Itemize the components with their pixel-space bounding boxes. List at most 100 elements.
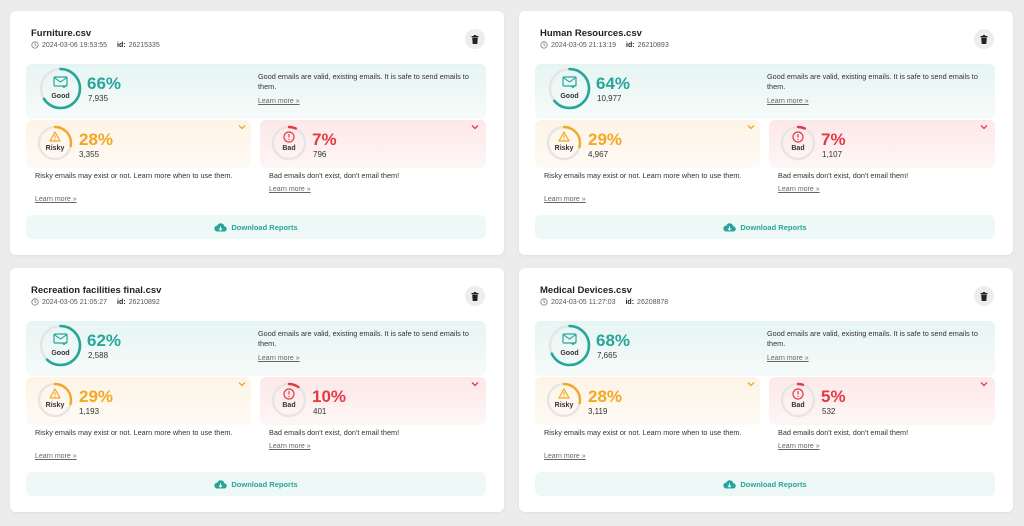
download-reports-button[interactable]: Download Reports	[26, 215, 486, 239]
warning-triangle-icon	[558, 388, 570, 399]
good-label: Good	[560, 93, 579, 100]
chevron-down-icon[interactable]	[747, 381, 755, 387]
risky-label: Risky	[45, 145, 65, 152]
risky-progress-arc	[546, 125, 582, 161]
risky-learn-more-link[interactable]: Learn more »	[544, 453, 586, 460]
report-meta: 2024-03-06 19:53:55 id: 26215335	[31, 41, 160, 49]
chevron-down-icon[interactable]	[471, 124, 479, 130]
risky-section: Risky 28% 3,355	[26, 120, 251, 168]
bad-count: 796	[313, 150, 327, 159]
download-reports-button[interactable]: Download Reports	[535, 472, 995, 496]
risky-section: Risky 29% 1,193	[26, 377, 251, 425]
good-label: Good	[51, 350, 70, 357]
report-id: 26210892	[128, 298, 160, 306]
clock-icon	[31, 298, 39, 306]
download-reports-button[interactable]: Download Reports	[535, 215, 995, 239]
bad-description: Bad emails don't exist, don't email them…	[778, 171, 909, 180]
risky-learn-more-link[interactable]: Learn more »	[35, 196, 77, 203]
chevron-down-icon[interactable]	[980, 381, 988, 387]
risky-gauge: Risky	[37, 382, 73, 418]
report-date: 2024-03-05 21:13:19	[551, 41, 616, 49]
good-gauge: Good	[548, 324, 591, 367]
risky-percent: 28%	[588, 387, 623, 406]
chevron-down-icon[interactable]	[747, 124, 755, 130]
risky-gauge: Risky	[37, 125, 73, 161]
bad-label: Bad	[791, 402, 805, 409]
good-percent: 62%	[87, 331, 122, 350]
good-section: Good 64% 10,977 Good emails are valid, e…	[535, 64, 995, 119]
mail-check-icon	[53, 333, 68, 345]
good-percent: 68%	[596, 331, 631, 350]
bad-progress-arc	[780, 125, 816, 161]
report-card: Human Resources.csv 2024-03-05 21:13:19 …	[519, 11, 1013, 255]
report-date: 2024-03-05 21:05:27	[42, 298, 107, 306]
delete-report-button[interactable]	[974, 29, 994, 49]
good-section: Good 62% 2,588 Good emails are valid, ex…	[26, 321, 486, 376]
bad-section: Bad 5% 532	[769, 377, 995, 425]
bad-percent: 7%	[821, 130, 846, 149]
bad-description: Bad emails don't exist, don't email them…	[778, 428, 909, 437]
bad-learn-more-link[interactable]: Learn more »	[778, 443, 820, 450]
good-learn-more-link[interactable]: Learn more »	[258, 98, 300, 105]
warning-triangle-icon	[49, 131, 61, 142]
report-id-label: id:	[626, 41, 635, 49]
bad-learn-more-link[interactable]: Learn more »	[269, 186, 311, 193]
risky-count: 3,119	[588, 407, 608, 416]
delete-report-button[interactable]	[465, 286, 485, 306]
download-reports-label: Download Reports	[740, 479, 807, 489]
bad-section: Bad 10% 401	[260, 377, 486, 425]
chevron-down-icon[interactable]	[471, 381, 479, 387]
risky-percent: 29%	[79, 387, 114, 406]
good-percent: 66%	[87, 74, 122, 93]
good-section: Good 68% 7,665 Good emails are valid, ex…	[535, 321, 995, 376]
report-id-label: id:	[625, 298, 635, 306]
bad-label: Bad	[791, 145, 805, 152]
chevron-down-icon[interactable]	[238, 381, 246, 387]
risky-learn-more-link[interactable]: Learn more »	[35, 453, 77, 460]
good-gauge: Good	[39, 324, 82, 367]
good-progress-arc	[548, 67, 591, 110]
report-card: Furniture.csv 2024-03-06 19:53:55 id: 26…	[10, 11, 504, 255]
report-title: Recreation facilities final.csv	[31, 285, 162, 296]
download-reports-label: Download Reports	[740, 222, 807, 232]
bad-description: Bad emails don't exist, don't email them…	[269, 171, 400, 180]
download-reports-button[interactable]: Download Reports	[26, 472, 486, 496]
warning-triangle-icon	[49, 388, 61, 399]
delete-report-button[interactable]	[465, 29, 485, 49]
cloud-download-icon	[723, 479, 737, 489]
risky-count: 4,967	[588, 150, 609, 159]
good-learn-more-link[interactable]: Learn more »	[767, 98, 809, 105]
bad-learn-more-link[interactable]: Learn more »	[778, 186, 820, 193]
good-description: Good emails are valid, existing emails. …	[258, 72, 469, 91]
report-title: Medical Devices.csv	[540, 285, 632, 296]
bad-learn-more-link[interactable]: Learn more »	[269, 443, 311, 450]
trash-icon	[980, 291, 988, 301]
bad-percent: 5%	[821, 387, 846, 406]
good-section: Good 66% 7,935 Good emails are valid, ex…	[26, 64, 486, 119]
good-label: Good	[51, 93, 70, 100]
alert-circle-icon	[792, 131, 804, 143]
report-id: 26215335	[128, 41, 160, 49]
chevron-down-icon[interactable]	[238, 124, 246, 130]
bad-progress-arc	[780, 382, 816, 418]
good-label: Good	[560, 350, 579, 357]
good-learn-more-link[interactable]: Learn more »	[767, 355, 809, 362]
good-learn-more-link[interactable]: Learn more »	[258, 355, 300, 362]
good-description: Good emails are valid, existing emails. …	[767, 72, 978, 91]
download-reports-label: Download Reports	[231, 479, 298, 489]
delete-report-button[interactable]	[974, 286, 994, 306]
bad-count: 532	[822, 407, 836, 416]
download-reports-label: Download Reports	[231, 222, 298, 232]
alert-circle-icon	[792, 388, 804, 400]
good-gauge: Good	[39, 67, 82, 110]
bad-percent: 7%	[312, 130, 337, 149]
good-description: Good emails are valid, existing emails. …	[767, 329, 978, 348]
alert-circle-icon	[283, 131, 295, 143]
risky-learn-more-link[interactable]: Learn more »	[544, 196, 586, 203]
report-meta: 2024-03-05 11:27:03 id: 26208878	[540, 298, 668, 306]
bad-progress-arc	[271, 382, 307, 418]
chevron-down-icon[interactable]	[980, 124, 988, 130]
bad-section: Bad 7% 796	[260, 120, 486, 168]
good-count: 10,977	[597, 94, 622, 103]
